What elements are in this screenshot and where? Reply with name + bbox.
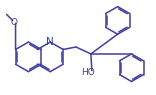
Text: O: O [10, 18, 17, 27]
Text: HO: HO [81, 68, 95, 77]
Text: N: N [46, 37, 54, 47]
